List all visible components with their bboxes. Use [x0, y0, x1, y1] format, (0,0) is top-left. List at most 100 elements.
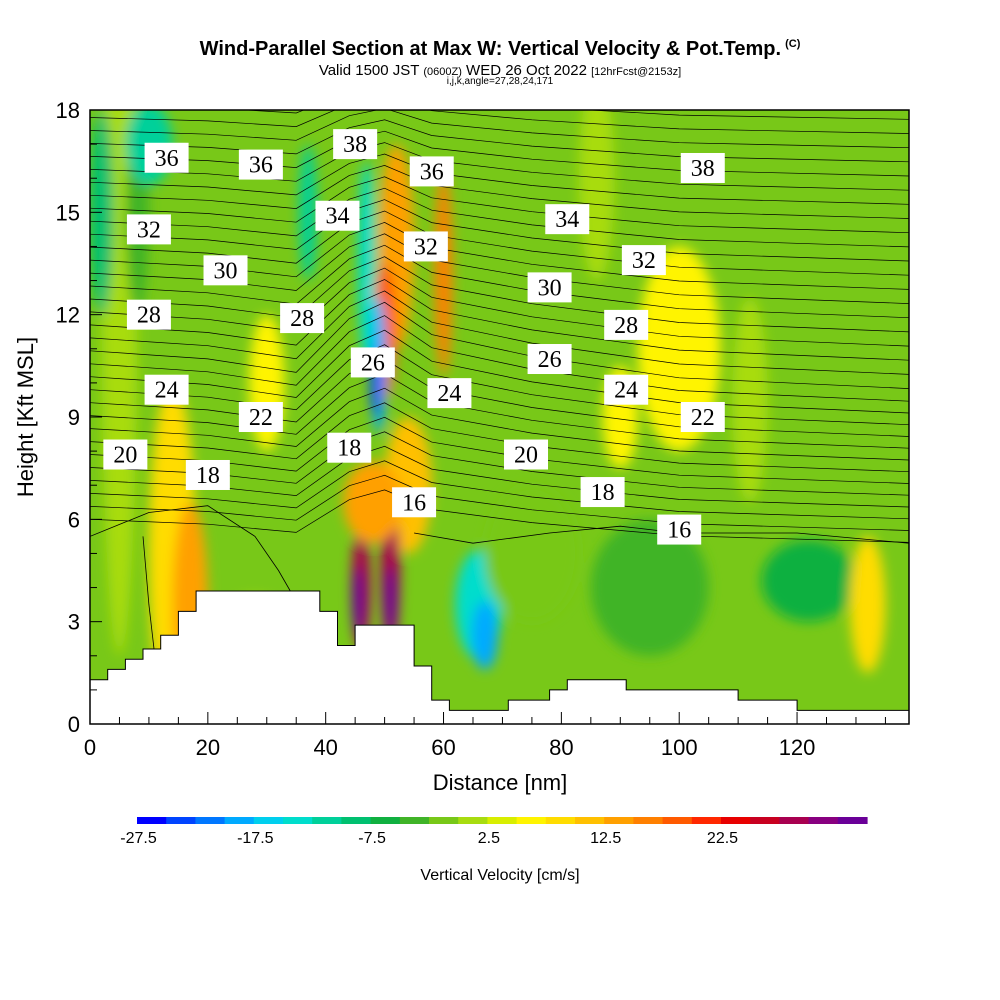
theta-contour-line: [90, 416, 909, 484]
contour-label: 38: [680, 152, 725, 183]
theta-contour-line: [142, 536, 156, 656]
contour-label: 36: [238, 149, 283, 180]
colorbar-tick-label: -7.5: [358, 830, 386, 847]
plot-area: 36 36 38 36 38 32 34 32 34 32 30 30 28 28 28 26 26 24 24 24…: [89, 109, 910, 725]
theta-contour-line: [90, 460, 909, 520]
colorbar-tick-label: 12.5: [590, 830, 621, 847]
x-tick-label: 80: [549, 735, 573, 760]
contour-label-box: [545, 204, 590, 235]
colorbar-swatch: [516, 817, 547, 824]
contour-label: 32: [621, 245, 666, 276]
x-axis-label: Distance [nm]: [433, 770, 568, 795]
colorbar-swatch: [575, 817, 605, 824]
contour-label-box: [680, 152, 725, 183]
contour-label-text: 18: [591, 480, 615, 506]
valid-date: WED 26 Oct 2022: [466, 62, 587, 79]
theta-contour-line: [90, 110, 909, 134]
contour-label-text: 22: [691, 405, 715, 431]
contour-label-text: 28: [137, 303, 161, 329]
colorbar-swatch: [370, 817, 401, 824]
contour-label: 36: [409, 156, 454, 187]
contour-label-box: [604, 309, 649, 340]
velocity-cell: [352, 567, 364, 636]
theta-contour-line: [90, 110, 909, 149]
velocity-cell: [850, 536, 886, 673]
contour-label-box: [238, 149, 283, 180]
theta-contour-line: [414, 525, 909, 544]
theta-contour-line: [90, 130, 909, 177]
contour-label: 30: [527, 272, 572, 303]
contour-label-box: [403, 231, 448, 262]
contour-label-text: 20: [514, 443, 538, 469]
contour-label: 34: [545, 204, 590, 235]
theta-contour-line: [90, 119, 909, 163]
colorbar-swatch: [166, 817, 196, 824]
contour-label-text: 18: [337, 436, 361, 462]
contour-label-text: 26: [361, 350, 385, 376]
contour-label-box: [527, 344, 572, 375]
contour-label: 16: [392, 487, 437, 518]
contour-label-text: 32: [137, 217, 161, 243]
contour-label: 36: [144, 142, 189, 173]
contour-label: 22: [680, 402, 725, 432]
theta-contour-labels: 36 36 38 36 38 32 34 32 34 32 30 30 28 28 28 26 26 24 24 24…: [103, 129, 725, 545]
contour-label: 20: [103, 439, 148, 470]
x-tick-label: 20: [196, 735, 220, 760]
contour-label-box: [350, 347, 395, 378]
x-tick-label: 100: [661, 735, 698, 760]
contour-label: 24: [144, 374, 189, 405]
velocity-cell: [732, 297, 768, 503]
contour-label: 18: [327, 432, 372, 463]
velocity-cell: [343, 461, 403, 544]
colorbar-swatch: [312, 817, 342, 824]
contour-label-text: 20: [113, 443, 137, 469]
colorbar-swatch: [662, 817, 693, 824]
colorbar-tick-label: 22.5: [707, 830, 738, 847]
colorbar-swatch: [721, 817, 751, 824]
contour-label-text: 24: [614, 378, 638, 404]
contour-label: 32: [403, 231, 448, 262]
theta-contour-line: [90, 431, 909, 496]
contour-label-text: 36: [155, 146, 179, 172]
theta-contour-line: [90, 505, 291, 592]
contour-label-text: 28: [290, 306, 314, 332]
y-tick-label: 0: [68, 712, 80, 737]
theta-contour-line: [90, 165, 909, 219]
x-tick-label: 120: [779, 735, 816, 760]
contour-label-text: 24: [437, 381, 461, 407]
colorbar-swatch: [779, 817, 810, 824]
valid-time-line: Valid 1500 JST (0600Z) WED 26 Oct 2022 […: [0, 62, 1000, 79]
contour-label-text: 36: [420, 159, 444, 185]
colorbar-swatch: [458, 817, 488, 824]
colorbar-swatch: [604, 817, 634, 824]
x-axis: 0 20 40 60 80 100 120: [84, 735, 816, 760]
contour-label-text: 16: [667, 518, 691, 544]
contour-label-text: 32: [414, 234, 438, 260]
theta-contour-line: [90, 244, 909, 319]
theta-contour-line: [90, 474, 909, 531]
theta-contour-line: [90, 187, 909, 248]
colorbar-swatch: [137, 817, 167, 824]
velocity-cell: [384, 567, 397, 636]
contour-label-text: 34: [325, 204, 349, 230]
colorbar-swatch: [283, 817, 313, 824]
theta-contour-line: [90, 153, 909, 205]
chart-title-text: Wind-Parallel Section at Max W: Vertical…: [199, 38, 782, 60]
contour-label-box: [185, 459, 230, 490]
theta-contour-line: [90, 387, 909, 461]
contour-label-text: 28: [614, 313, 638, 339]
velocity-cell: [590, 519, 709, 656]
velocity-cell: [299, 144, 317, 281]
contour-label-text: 26: [538, 347, 562, 373]
contour-label-text: 30: [538, 275, 562, 301]
contour-label-box: [144, 374, 189, 405]
copyright-mark: (C): [785, 38, 801, 50]
grid-params: i,j,k,angle=27,28,24,171: [446, 76, 554, 87]
contour-label: 16: [657, 514, 702, 545]
contour-label: 18: [185, 459, 230, 490]
colorbar-swatch: [224, 817, 255, 824]
colorbar: -27.5 -17.5 -7.5 2.5 12.5 22.5: [120, 817, 868, 847]
theta-contour-line: [90, 445, 909, 508]
contour-label-text: 18: [196, 463, 220, 489]
contour-label-box: [527, 272, 572, 303]
